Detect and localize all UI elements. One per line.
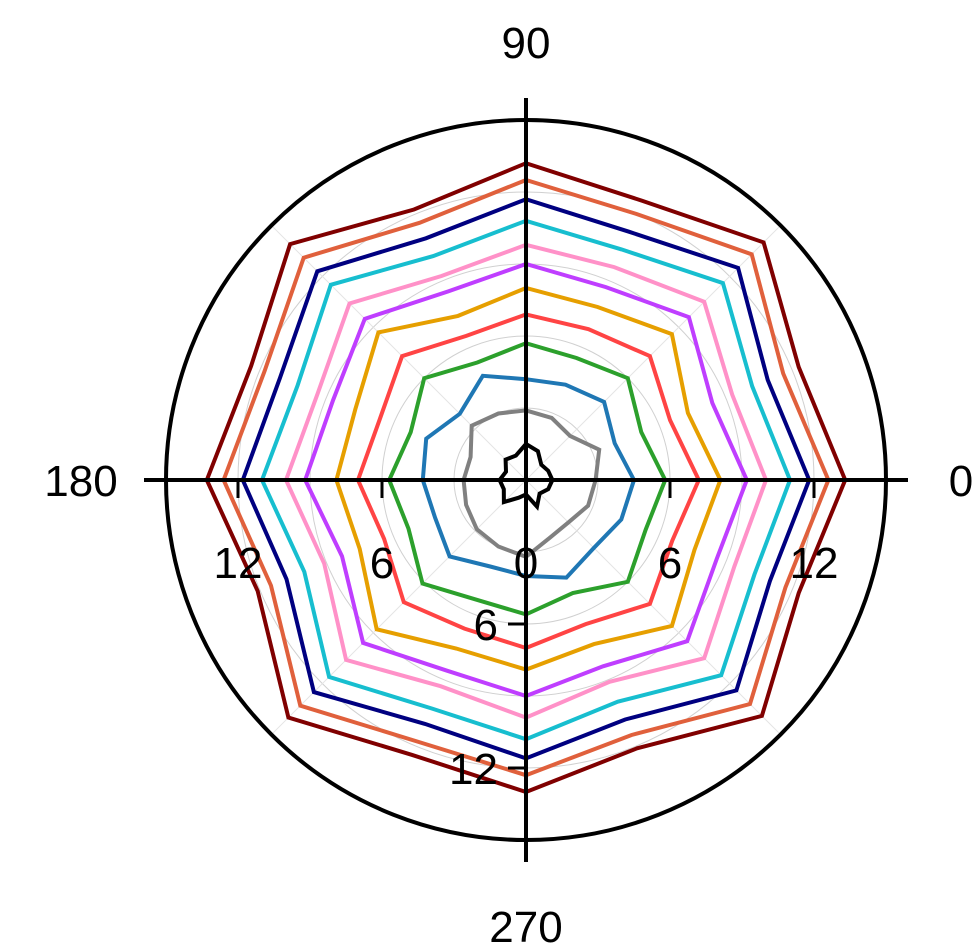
axes — [144, 98, 908, 862]
angle-label-0: 0 — [949, 457, 973, 506]
x-tick-label: 6 — [370, 539, 394, 588]
y-tick-label: 6 — [474, 601, 498, 650]
x-tick-label: 6 — [658, 539, 682, 588]
angle-label-90: 90 — [502, 19, 551, 68]
angle-label-270: 270 — [489, 903, 562, 951]
grid-spoke — [271, 225, 527, 481]
x-tick-label: 12 — [790, 539, 839, 588]
x-tick-label: 0 — [514, 539, 538, 588]
angle-label-180: 180 — [44, 457, 117, 506]
series-line-2 — [461, 408, 602, 560]
x-tick-label: 12 — [214, 539, 263, 588]
y-tick-label: 12 — [449, 745, 498, 794]
